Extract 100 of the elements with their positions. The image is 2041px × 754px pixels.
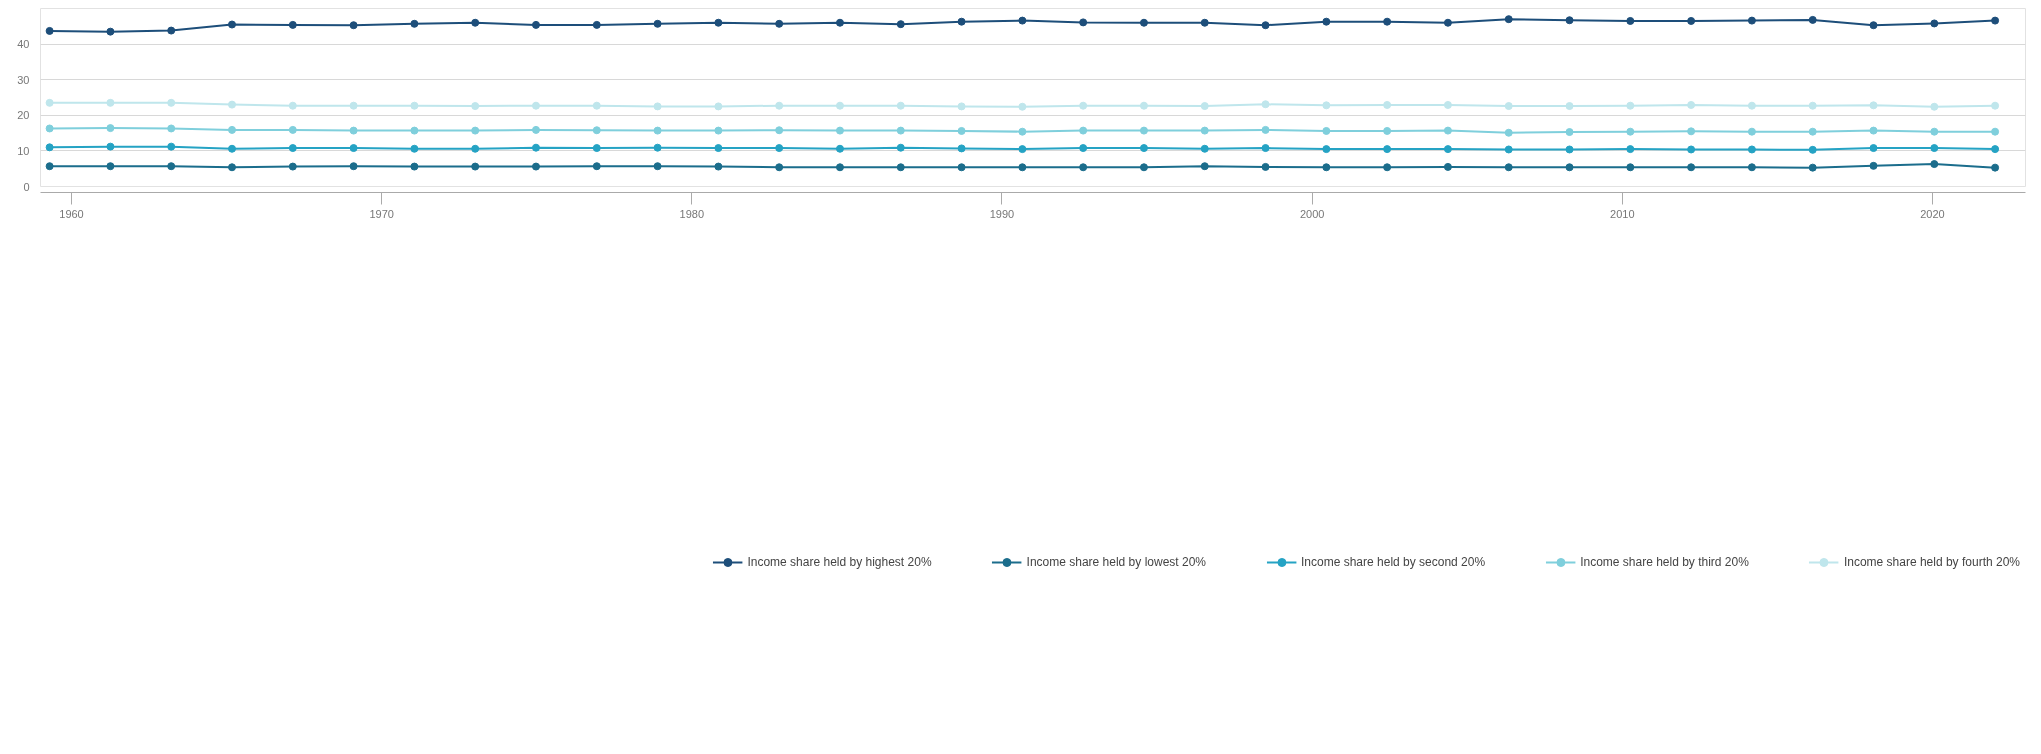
point (288, 125, 297, 134)
point (1018, 16, 1027, 25)
point (1261, 21, 1270, 30)
point (1808, 163, 1817, 172)
point (1383, 163, 1392, 172)
point (1383, 126, 1392, 135)
point (1869, 126, 1878, 135)
point (896, 101, 905, 110)
point (410, 162, 419, 171)
point (167, 142, 176, 151)
point (167, 98, 176, 107)
point (288, 162, 297, 171)
point (1079, 144, 1088, 153)
point (228, 100, 237, 109)
point (228, 144, 237, 153)
point (957, 144, 966, 153)
point (1383, 100, 1392, 109)
point (1808, 127, 1817, 136)
point (775, 19, 784, 28)
point (1079, 101, 1088, 110)
point (349, 21, 358, 30)
point (1565, 16, 1574, 25)
point (1079, 18, 1088, 27)
point (1383, 145, 1392, 154)
point (106, 27, 115, 36)
point (288, 101, 297, 110)
point (167, 26, 176, 35)
point (531, 125, 540, 134)
point (775, 126, 784, 135)
point (1747, 145, 1756, 154)
x2-tick-label: 2000 (1299, 207, 1325, 220)
point (1747, 127, 1756, 136)
point (1443, 126, 1452, 135)
point (1747, 163, 1756, 172)
point (775, 101, 784, 110)
point (471, 102, 480, 111)
point (714, 18, 723, 27)
point (1687, 16, 1696, 25)
point (1139, 126, 1148, 135)
point (653, 126, 662, 135)
point (1261, 125, 1270, 134)
point (1322, 126, 1331, 135)
point (896, 163, 905, 172)
point (531, 143, 540, 152)
point (1869, 161, 1878, 170)
point (228, 20, 237, 29)
point (228, 163, 237, 172)
point (1139, 101, 1148, 110)
point (410, 101, 419, 110)
point (1930, 127, 1939, 136)
point (45, 124, 54, 133)
point (1200, 126, 1209, 135)
x2-tick-label: 1970 (369, 207, 394, 220)
point (1261, 162, 1270, 171)
point (1626, 127, 1635, 136)
point (653, 19, 662, 28)
point (1626, 101, 1635, 110)
point (775, 163, 784, 172)
point (1991, 145, 2000, 154)
point (653, 143, 662, 152)
point (714, 102, 723, 111)
point (45, 98, 54, 107)
point (1079, 163, 1088, 172)
point (1139, 18, 1148, 27)
point (835, 101, 844, 110)
point (592, 126, 601, 135)
point (1626, 16, 1635, 25)
point (957, 17, 966, 26)
point (1687, 100, 1696, 109)
legend-label: Income share held by lowest 20% (1026, 554, 1206, 569)
point (288, 20, 297, 29)
legend-label: Income share held by fourth 20% (1843, 554, 2020, 569)
point (592, 162, 601, 171)
point (471, 162, 480, 171)
point (957, 102, 966, 111)
point (896, 126, 905, 135)
point (410, 19, 419, 28)
point (1687, 163, 1696, 172)
point (1869, 144, 1878, 153)
point (349, 162, 358, 171)
point (106, 98, 115, 107)
y-tick-label: 20 (17, 109, 30, 122)
point (1565, 163, 1574, 172)
point (775, 144, 784, 153)
point (592, 101, 601, 110)
point (1322, 17, 1331, 26)
point (1443, 100, 1452, 109)
point (1930, 19, 1939, 28)
point (1808, 101, 1817, 110)
point (1991, 163, 2000, 172)
point (592, 20, 601, 29)
x2-tick-label: 1960 (59, 207, 84, 220)
point (1687, 127, 1696, 136)
point (1200, 18, 1209, 27)
point (1018, 127, 1027, 136)
point (1991, 101, 2000, 110)
point (592, 144, 601, 153)
point (228, 125, 237, 134)
x2-tick-label: 2010 (1610, 207, 1635, 220)
point (1808, 145, 1817, 154)
